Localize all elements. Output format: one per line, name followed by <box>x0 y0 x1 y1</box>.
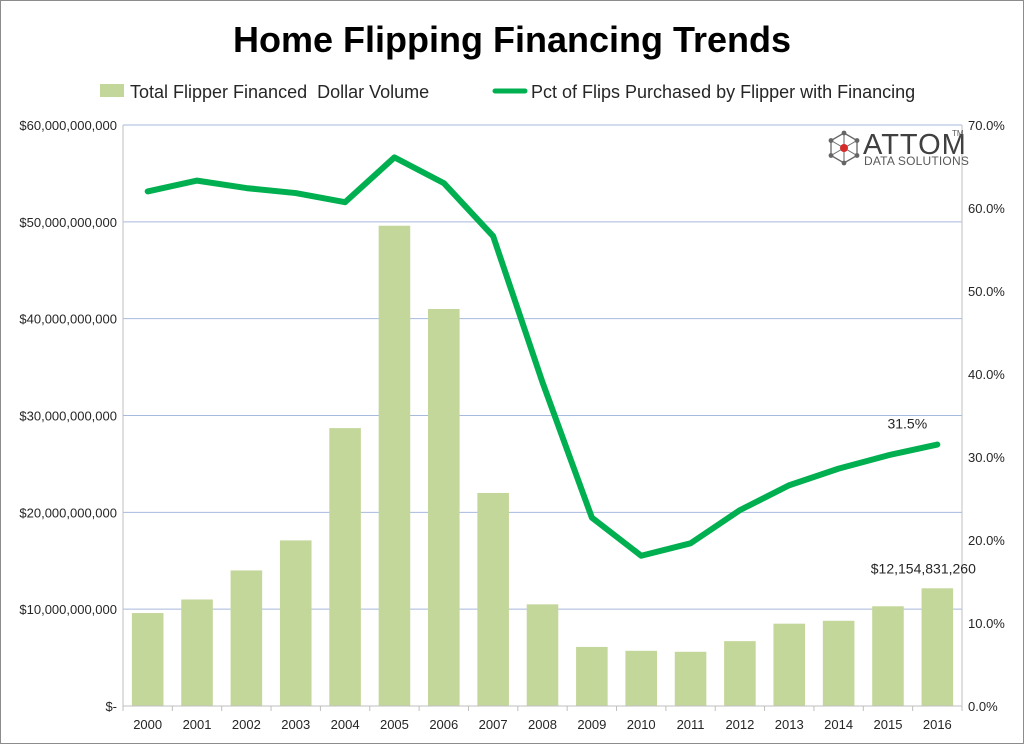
pct-point-2000 <box>147 190 149 192</box>
gridlines <box>123 124 962 610</box>
logo-subtext: DATA SOLUTIONS <box>864 154 969 168</box>
x-tick-label: 2000 <box>133 717 162 732</box>
left-tick-label: $10,000,000,000 <box>19 602 117 617</box>
x-tick-label: 2002 <box>232 717 261 732</box>
x-tick-label: 2010 <box>627 717 656 732</box>
x-tick-label: 2005 <box>380 717 409 732</box>
bar-2014 <box>822 620 855 706</box>
bars <box>131 225 954 706</box>
bar-2009 <box>576 646 608 706</box>
pct-point-2016 <box>936 444 938 446</box>
right-tick-label: 20.0% <box>968 533 1005 548</box>
left-tick-label: $50,000,000,000 <box>19 215 117 230</box>
x-tick-label: 2003 <box>281 717 310 732</box>
bar-2010 <box>625 650 657 706</box>
x-tick-label: 2011 <box>677 717 705 732</box>
right-tick-label: 60.0% <box>968 201 1005 216</box>
logo-text: ATTOM <box>863 129 967 161</box>
bar-2013 <box>773 623 806 706</box>
pct-point-2001 <box>196 180 198 182</box>
pct-line <box>144 154 941 559</box>
x-tick-label: 2004 <box>331 717 360 732</box>
left-tick-label: $30,000,000,000 <box>19 409 117 424</box>
x-tick-label: 2008 <box>528 717 557 732</box>
x-tick-label: 2006 <box>429 717 458 732</box>
legend: Total Flipper Financed Dollar Volume Pct… <box>100 82 915 102</box>
right-tick-label: 70.0% <box>968 118 1005 133</box>
bar-2008 <box>526 604 559 706</box>
left-tick-label: $- <box>105 699 117 714</box>
data-labels: $12,154,831,260 31.5% <box>871 416 976 577</box>
bar-2011 <box>674 651 707 706</box>
x-tick-label: 2016 <box>923 717 952 732</box>
right-tick-label: 50.0% <box>968 284 1005 299</box>
right-tick-label: 40.0% <box>968 367 1005 382</box>
right-tick-label: 0.0% <box>968 699 998 714</box>
pct-point-2003 <box>295 192 297 194</box>
x-tick-label: 2014 <box>824 717 853 732</box>
tick-labels: $- $10,000,000,000 $20,000,000,000 $30,000,… <box>19 118 1005 732</box>
left-tick-label: $20,000,000,000 <box>19 505 117 520</box>
bar-2003 <box>279 540 312 706</box>
legend-bar-label: Total Flipper Financed Dollar Volume <box>130 82 429 102</box>
x-tick-label: 2001 <box>183 717 212 732</box>
pct-point-2008 <box>542 381 543 383</box>
bar-2002 <box>230 570 263 706</box>
legend-bar-swatch <box>100 84 124 97</box>
pct-point-2004 <box>344 201 346 203</box>
bar-2004 <box>329 428 361 706</box>
bar-2000 <box>131 613 164 706</box>
bar-2012 <box>724 641 756 706</box>
right-tick-label: 10.0% <box>968 616 1005 631</box>
legend-line-label: Pct of Flips Purchased by Flipper with F… <box>531 82 915 102</box>
pct-point-2006 <box>443 182 445 184</box>
pct-point-2009 <box>591 517 593 519</box>
pct-point-2015 <box>887 454 889 456</box>
pct-point-2005 <box>393 156 395 158</box>
pct-point-2011 <box>690 542 692 544</box>
left-tick-label: $60,000,000,000 <box>19 118 117 133</box>
chart-title: Home Flipping Financing Trends <box>233 19 791 60</box>
pct-point-2010 <box>640 555 642 557</box>
pct-point-2014 <box>838 468 840 470</box>
bar-2016 <box>921 588 954 706</box>
bar-data-label: $12,154,831,260 <box>871 560 976 576</box>
right-tick-label: 30.0% <box>968 450 1005 465</box>
bar-2005 <box>378 225 411 706</box>
bar-2006 <box>428 308 460 706</box>
x-tick-label: 2012 <box>725 717 754 732</box>
bar-2015 <box>872 606 904 706</box>
left-tick-label: $40,000,000,000 <box>19 312 117 327</box>
x-tick-label: 2013 <box>775 717 804 732</box>
pct-point-2012 <box>739 509 741 511</box>
line-data-label: 31.5% <box>887 416 927 432</box>
line-series <box>144 154 941 559</box>
x-tick-label: 2015 <box>874 717 903 732</box>
pct-point-2002 <box>245 187 247 189</box>
pct-point-2007 <box>492 235 494 237</box>
axes <box>122 125 963 711</box>
bar-2007 <box>477 492 509 706</box>
bar-2001 <box>181 599 213 706</box>
pct-point-2013 <box>788 484 790 486</box>
logo-tm: TM <box>952 129 964 138</box>
x-tick-label: 2007 <box>479 717 508 732</box>
x-tick-label: 2009 <box>577 717 606 732</box>
attom-logo: ATTOM TM DATA SOLUTIONS <box>828 129 969 168</box>
logo-mark-icon <box>828 130 860 166</box>
